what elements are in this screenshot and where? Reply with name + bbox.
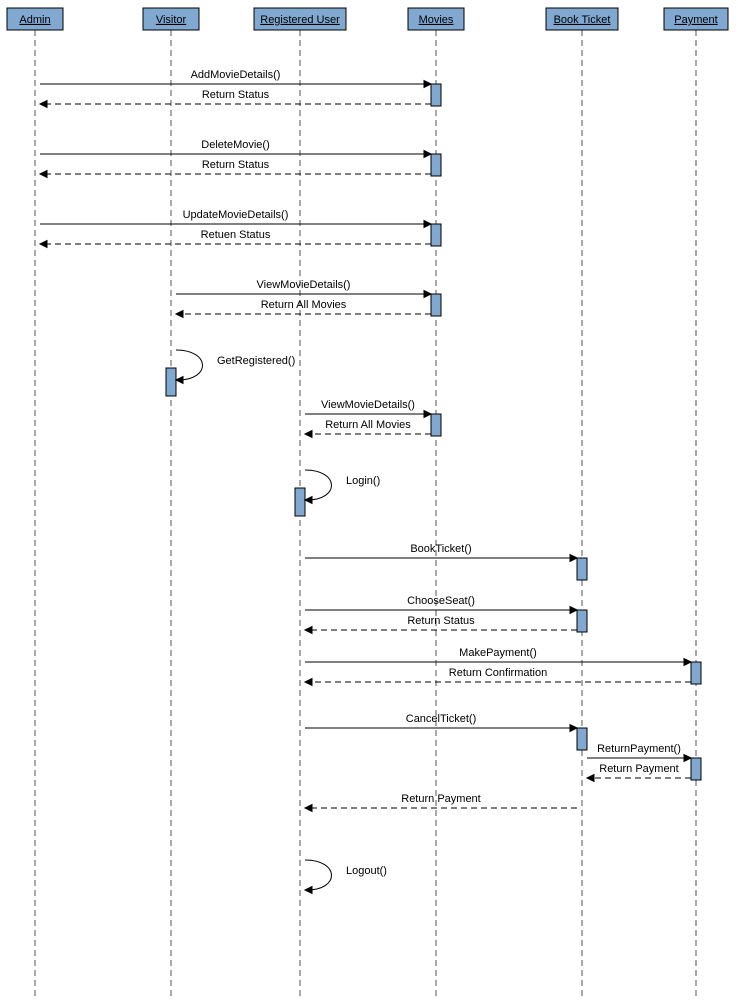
arrow-head [305, 805, 312, 812]
arrow-head [305, 497, 312, 504]
arrow-head [305, 679, 312, 686]
arrow-head [684, 755, 691, 762]
arrow-head [176, 311, 183, 318]
activation-payment-9 [691, 662, 701, 684]
arrow-head [40, 101, 47, 108]
self-message-label-2: Logout() [346, 865, 387, 877]
arrow-head [570, 555, 577, 562]
activation-movies-2 [431, 224, 441, 246]
message-label-11: ChooseSeat() [407, 595, 475, 607]
arrow-head [305, 431, 312, 438]
arrow-head [176, 377, 183, 384]
message-label-9: Return All Movies [325, 419, 411, 431]
message-label-13: MakePayment() [459, 647, 537, 659]
self-message-2 [305, 860, 332, 890]
message-label-17: Return Payment [599, 763, 678, 775]
message-label-5: Retuen Status [201, 229, 271, 241]
arrow-head [305, 887, 312, 894]
message-label-0: AddMovieDetails() [191, 69, 281, 81]
actor-label-admin: Admin [19, 14, 50, 26]
arrow-head [570, 607, 577, 614]
actor-label-reguser: Registered User [260, 14, 340, 26]
message-label-18: Return Payment [401, 793, 480, 805]
self-message-label-1: Login() [346, 475, 380, 487]
message-label-15: CancelTicket() [406, 713, 477, 725]
arrow-head [684, 659, 691, 666]
arrow-head [40, 171, 47, 178]
arrow-head [424, 291, 431, 298]
sequence-diagram: Admin Visitor Registered User Movies Book Ti… [0, 0, 738, 1002]
message-label-8: ViewMovieDetails() [321, 399, 415, 411]
activation-bookticket-8 [577, 610, 587, 632]
arrow-head [305, 627, 312, 634]
actor-label-movies: Movies [419, 14, 454, 26]
message-label-1: Return Status [202, 89, 270, 101]
activation-reguser-6 [295, 488, 305, 516]
arrow-head [424, 81, 431, 88]
activation-visitor-4 [166, 368, 176, 396]
message-label-6: ViewMovieDetails() [257, 279, 351, 291]
message-label-10: BookTicket() [410, 543, 471, 555]
activation-movies-0 [431, 84, 441, 106]
message-label-12: Return Status [407, 615, 475, 627]
arrow-head [424, 151, 431, 158]
self-message-label-0: GetRegistered() [217, 355, 295, 367]
activation-payment-11 [691, 758, 701, 780]
arrow-head [570, 725, 577, 732]
message-label-2: DeleteMovie() [201, 139, 269, 151]
activation-bookticket-10 [577, 728, 587, 750]
message-label-3: Return Status [202, 159, 270, 171]
arrow-head [424, 411, 431, 418]
actor-label-visitor: Visitor [156, 14, 187, 26]
arrow-head [40, 241, 47, 248]
arrow-head [587, 775, 594, 782]
self-message-1 [305, 470, 332, 500]
message-label-14: Return Confirmation [449, 667, 547, 679]
actor-label-bookticket: Book Ticket [554, 14, 611, 26]
activation-bookticket-7 [577, 558, 587, 580]
activation-movies-1 [431, 154, 441, 176]
activation-movies-3 [431, 294, 441, 316]
actor-label-payment: Payment [674, 14, 717, 26]
message-label-16: ReturnPayment() [597, 743, 681, 755]
self-message-0 [176, 350, 203, 380]
message-label-4: UpdateMovieDetails() [183, 209, 289, 221]
activation-movies-5 [431, 414, 441, 436]
message-label-7: Return All Movies [261, 299, 347, 311]
arrow-head [424, 221, 431, 228]
